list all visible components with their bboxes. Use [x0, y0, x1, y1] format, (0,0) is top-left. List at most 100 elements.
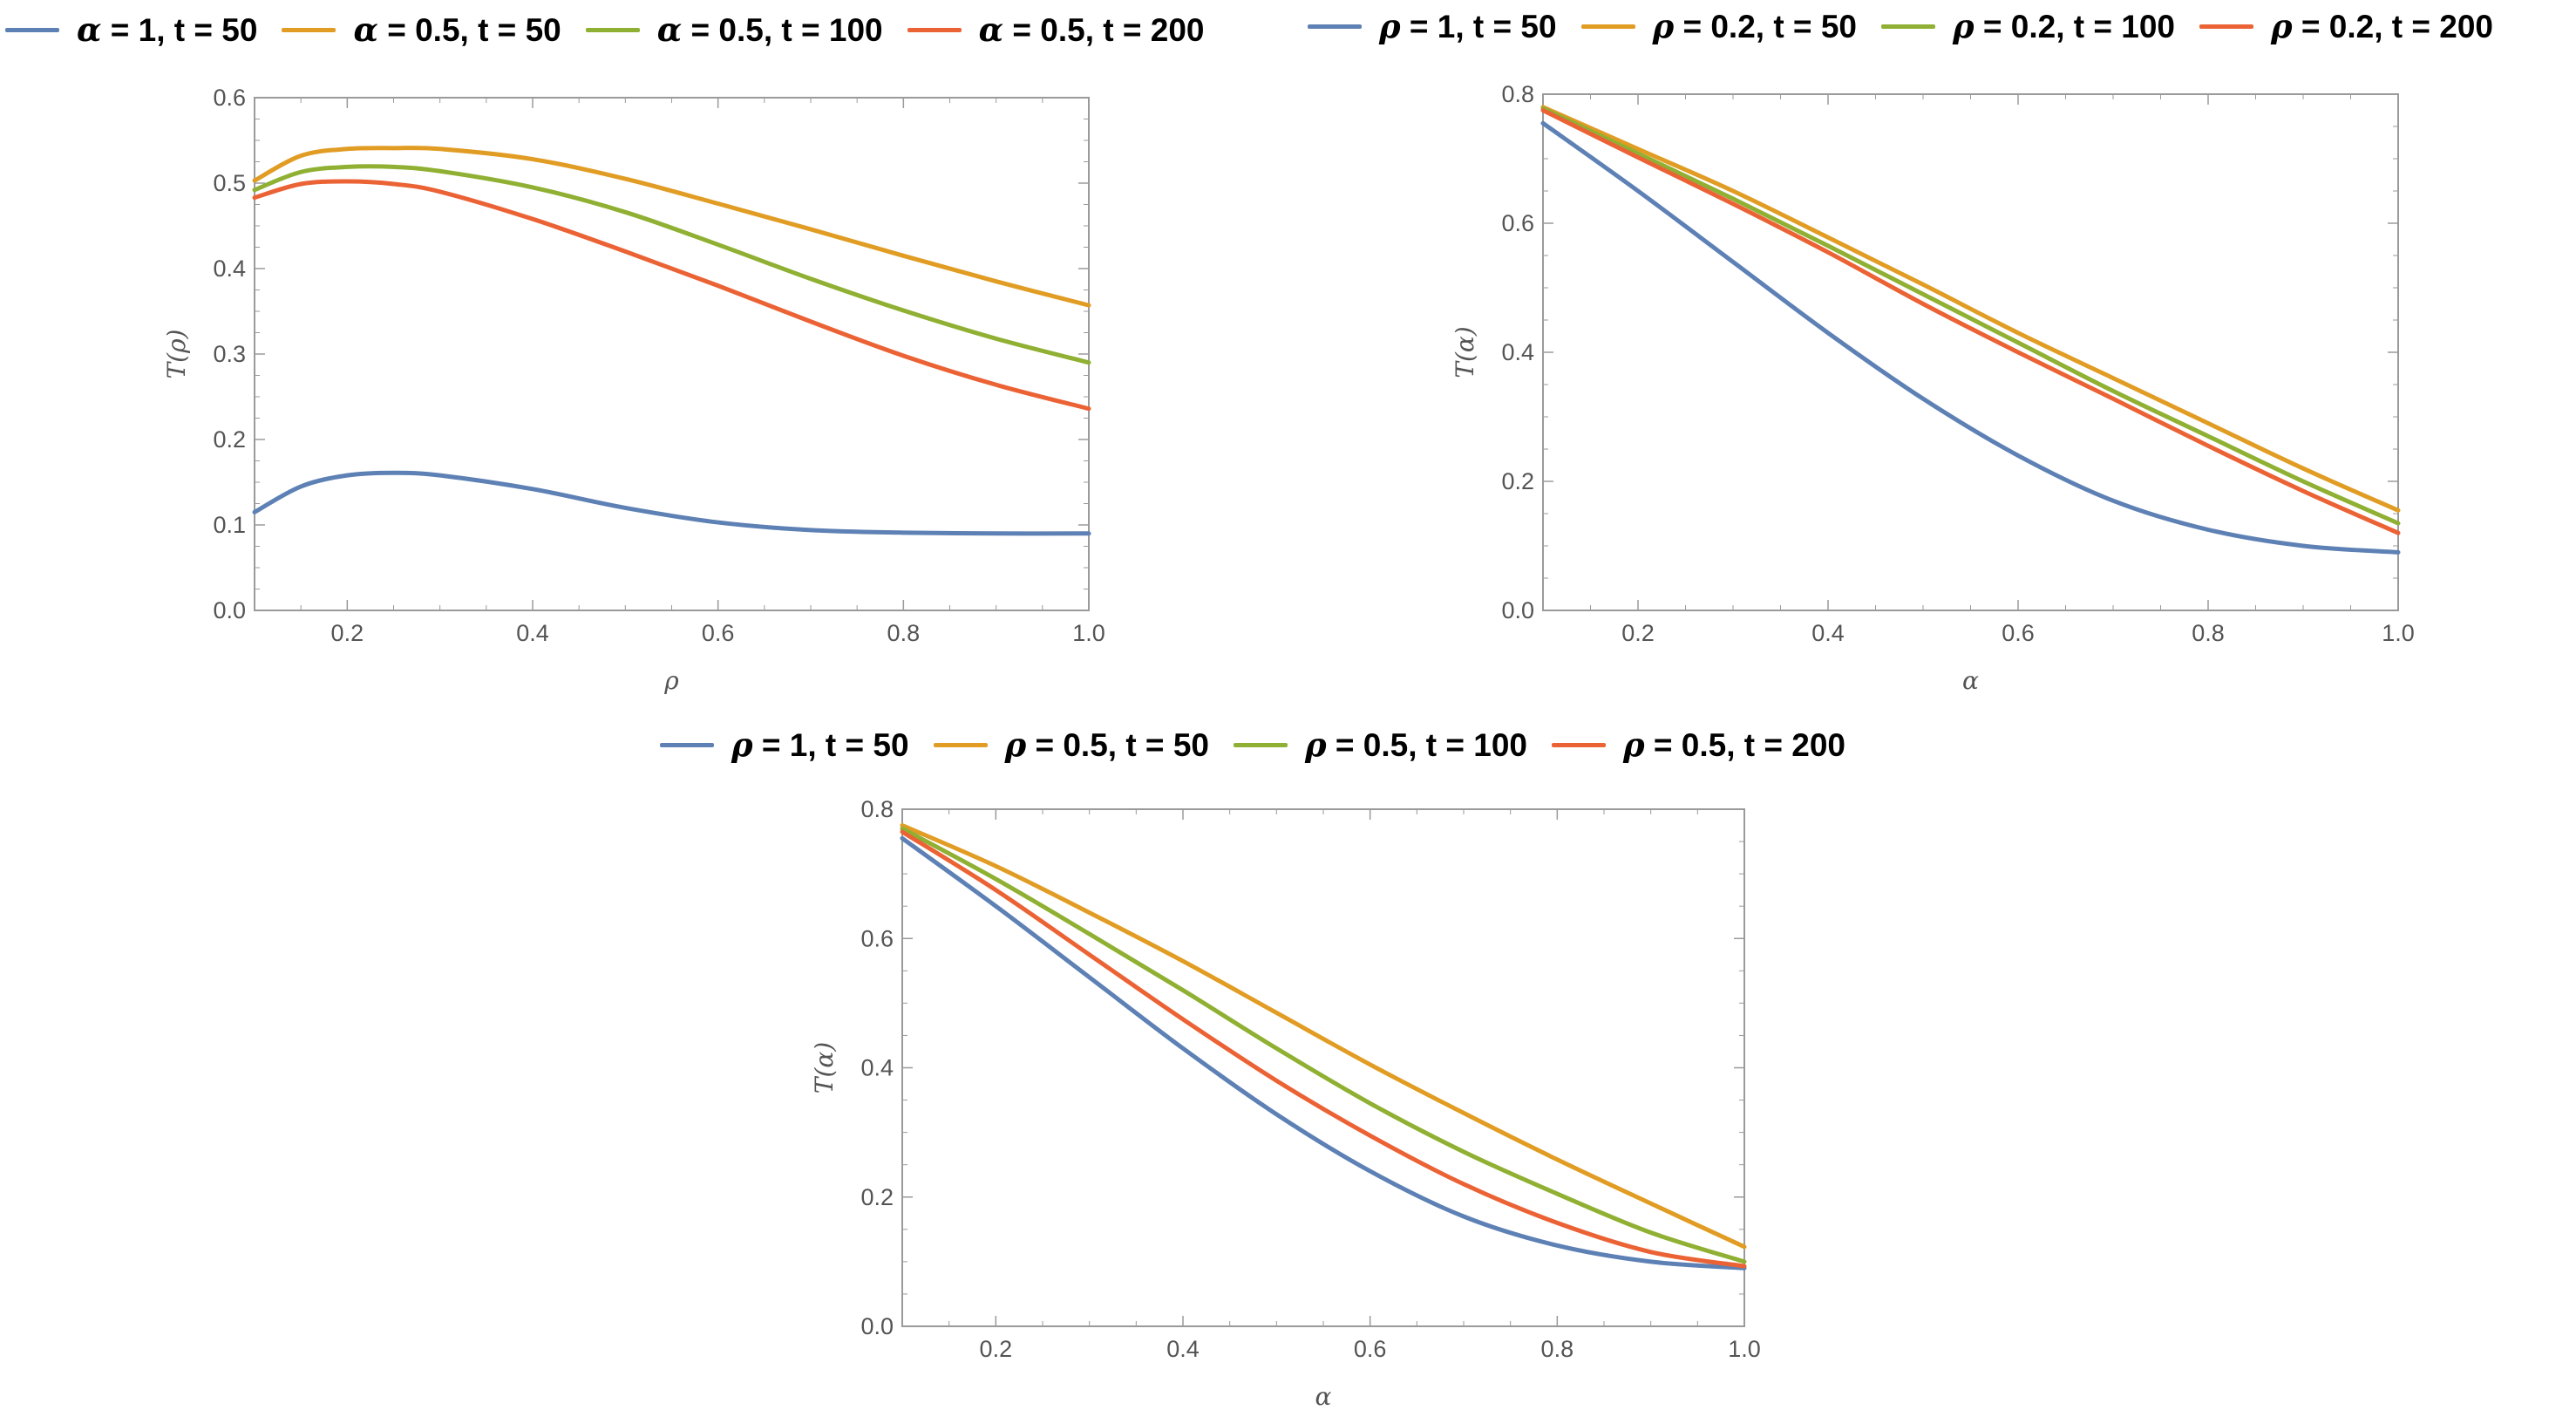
- legend-item: ρ = 0.5, t = 200: [1551, 726, 1845, 764]
- legend-symbol: α: [656, 10, 683, 49]
- legend-symbol: ρ: [2270, 7, 2293, 45]
- legend-symbol: ρ: [731, 726, 753, 764]
- legend-item: ρ = 0.2, t = 50: [1580, 7, 1857, 45]
- legend-swatch: [5, 27, 59, 32]
- x-tick-label: 0.8: [1541, 1336, 1574, 1362]
- chart-panel-3: 0.2 0.4 0.6 0.8 1.0 0.0 0.2 0.4 0.6 0.8 α T(α): [810, 796, 1761, 1411]
- plot-frame: [901, 808, 1745, 1327]
- legend-swatch: [1308, 24, 1362, 29]
- legend-symbol: ρ: [1952, 7, 1974, 45]
- legend-text: = 0.5, t = 200: [1003, 12, 1205, 48]
- x-axis-label: α: [1962, 666, 1979, 695]
- legend-text: = 0.5, t = 100: [1326, 727, 1527, 763]
- x-tick-label: 1.0: [1072, 620, 1105, 646]
- x-tick-label: 0.6: [1354, 1336, 1387, 1362]
- legend-symbol: ρ: [1004, 726, 1027, 764]
- legend-swatch: [1233, 742, 1288, 747]
- series-line-3: [900, 826, 1747, 1264]
- legend-swatch: [1880, 24, 1935, 29]
- y-tick-label: 0.4: [1501, 339, 1534, 365]
- series-line-2: [1540, 105, 2401, 513]
- legend-label: α = 0.5, t = 200: [979, 10, 1205, 49]
- legend-bottom: ρ = 1, t = 50 ρ = 0.5, t = 50 ρ = 0.5, t =…: [660, 720, 1870, 769]
- y-tick-label: 0.1: [213, 512, 246, 538]
- y-tick-label: 0.4: [860, 1055, 894, 1081]
- legend-label: ρ = 1, t = 50: [1379, 7, 1557, 45]
- legend-item: α = 1, t = 50: [5, 10, 257, 49]
- legend-item: ρ = 1, t = 50: [660, 726, 909, 764]
- x-tick-label: 0.4: [1811, 620, 1845, 646]
- legend-text: = 1, t = 50: [752, 727, 909, 763]
- legend-top-right: ρ = 1, t = 50 ρ = 0.2, t = 50 ρ = 0.2, t =…: [1308, 2, 2518, 51]
- legend-symbol: ρ: [1622, 726, 1645, 764]
- y-axis-label: T(α): [810, 1042, 839, 1093]
- legend-label: ρ = 0.2, t = 100: [1953, 7, 2175, 45]
- legend-text: = 0.2, t = 200: [2292, 9, 2493, 44]
- legend-swatch: [1551, 742, 1606, 747]
- series-line-1: [1540, 120, 2401, 555]
- x-tick-label: 0.8: [2192, 620, 2225, 646]
- legend-text: = 0.2, t = 50: [1674, 9, 1857, 44]
- legend-item: ρ = 1, t = 50: [1308, 7, 1557, 45]
- y-axis-label: T(ρ): [162, 330, 191, 379]
- legend-item: ρ = 0.2, t = 200: [2199, 7, 2493, 45]
- legend-item: ρ = 0.2, t = 100: [1880, 7, 2175, 45]
- x-tick-label: 0.6: [702, 620, 735, 646]
- legend-text: = 0.5, t = 50: [377, 12, 561, 48]
- x-tick-label: 0.8: [887, 620, 921, 646]
- legend-swatch: [933, 742, 988, 747]
- x-tick-label: 1.0: [2382, 620, 2415, 646]
- legend-top-left: α = 1, t = 50 α = 0.5, t = 50 α = 0.5, t =…: [5, 5, 1228, 54]
- y-tick-label: 0.0: [213, 597, 246, 623]
- y-tick-label: 0.8: [860, 796, 894, 822]
- legend-symbol: ρ: [1652, 7, 1675, 45]
- series-line-1: [900, 835, 1747, 1271]
- x-tick-label: 1.0: [1728, 1336, 1761, 1362]
- legend-symbol: α: [353, 10, 378, 49]
- legend-item: α = 0.5, t = 100: [585, 10, 883, 49]
- x-axis-label: ρ: [663, 666, 679, 695]
- y-axis-label: T(α): [1451, 326, 1479, 378]
- x-tick-label: 0.4: [1166, 1336, 1200, 1362]
- y-tick-label: 0.6: [213, 85, 246, 111]
- x-tick-label: 0.6: [2002, 620, 2035, 646]
- y-tick-label: 0.2: [860, 1184, 894, 1210]
- legend-text: = 0.5, t = 200: [1644, 727, 1845, 763]
- legend-item: α = 0.5, t = 50: [282, 10, 561, 49]
- series-line-3: [1540, 106, 2401, 526]
- x-tick-label: 0.2: [331, 620, 364, 646]
- series-line-2: [900, 823, 1747, 1250]
- x-tick-label: 0.4: [516, 620, 549, 646]
- chart-panel-1: 0.2 0.4 0.6 0.8 1.0 0.0 0.1 0.2 0.3 0.4 0.5 0.6 ρ T(ρ…: [162, 85, 1105, 695]
- legend-text: = 0.5, t = 100: [682, 12, 883, 48]
- legend-label: ρ = 0.5, t = 200: [1623, 726, 1845, 764]
- y-tick-label: 0.0: [1501, 597, 1534, 623]
- legend-symbol: ρ: [1304, 726, 1327, 764]
- legend-symbol: α: [978, 10, 1004, 49]
- legend-swatch: [907, 27, 962, 32]
- y-tick-label: 0.6: [1501, 210, 1534, 236]
- legend-symbol: α: [77, 10, 102, 49]
- legend-label: α = 0.5, t = 50: [353, 10, 561, 49]
- series-line-2: [252, 146, 1091, 308]
- series-line-1: [252, 470, 1091, 536]
- legend-swatch: [660, 742, 714, 747]
- y-tick-label: 0.2: [1501, 468, 1534, 494]
- legend-label: ρ = 0.2, t = 200: [2271, 7, 2493, 45]
- series-line-3: [252, 164, 1091, 365]
- legend-swatch: [1580, 24, 1635, 29]
- legend-item: ρ = 0.5, t = 100: [1233, 726, 1527, 764]
- y-tick-label: 0.4: [213, 255, 246, 282]
- legend-label: ρ = 0.2, t = 50: [1653, 7, 1857, 45]
- legend-label: α = 0.5, t = 100: [657, 10, 883, 49]
- y-tick-label: 0.6: [860, 925, 894, 951]
- legend-text: = 1, t = 50: [1400, 9, 1557, 44]
- x-tick-label: 0.2: [980, 1336, 1013, 1362]
- series-line-4: [1540, 108, 2401, 535]
- y-tick-label: 0.8: [1501, 81, 1534, 107]
- y-tick-label: 0.5: [213, 170, 246, 196]
- y-tick-label: 0.3: [213, 341, 246, 367]
- legend-item: ρ = 0.5, t = 50: [933, 726, 1209, 764]
- legend-text: = 0.5, t = 50: [1026, 727, 1209, 763]
